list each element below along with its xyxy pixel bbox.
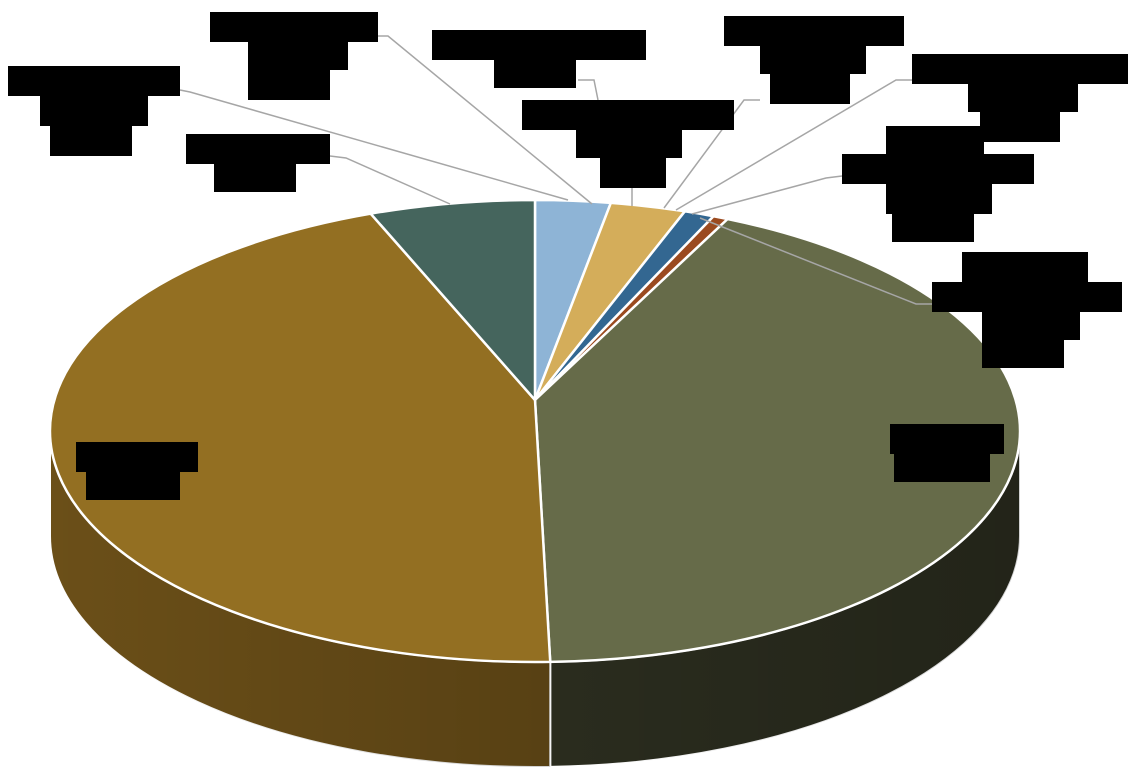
leader-line [179, 89, 569, 201]
redacted-label [432, 30, 646, 60]
redacted-label [600, 156, 666, 188]
redacted-label [40, 96, 148, 126]
redacted-label [982, 338, 1064, 368]
redacted-label [210, 12, 378, 42]
redacted-label [968, 82, 1078, 112]
redacted-label [892, 212, 974, 242]
pie-side-shade [50, 431, 551, 767]
pie-slice [533, 217, 1022, 664]
redacted-label [186, 134, 330, 164]
redacted-label [86, 470, 180, 500]
pie-side-shade [550, 431, 1020, 767]
leader-line [329, 155, 451, 205]
redacted-label [770, 72, 850, 104]
redacted-label [980, 110, 1060, 142]
redacted-label [50, 124, 132, 156]
redacted-label [248, 40, 348, 70]
leader-lines [179, 35, 932, 305]
pie-tops [48, 198, 1022, 664]
leader-line [675, 79, 912, 211]
leader-line [699, 217, 932, 305]
leader-line [578, 79, 599, 101]
pie-slice [369, 198, 537, 402]
redacted-label [522, 100, 734, 130]
pie-slice [48, 212, 552, 664]
redacted-label [886, 184, 992, 214]
leader-line [663, 99, 760, 209]
redacted-label [760, 44, 866, 74]
leader-line [691, 175, 843, 215]
redacted-label [912, 54, 1128, 84]
redacted-label [214, 162, 296, 192]
redacted-label [842, 154, 1034, 184]
redacted-label [248, 68, 330, 100]
redacted-label [494, 58, 576, 88]
redacted-label [576, 128, 682, 158]
redacted-label [76, 442, 198, 472]
leader-line [378, 35, 593, 205]
redacted-labels [8, 12, 1128, 500]
redacted-label [8, 66, 180, 96]
redacted-label [982, 310, 1080, 340]
redacted-label [890, 424, 1004, 454]
redacted-label [932, 282, 1122, 312]
redacted-label [886, 126, 984, 156]
pie-sides [49, 430, 1021, 768]
redacted-label [894, 452, 990, 482]
redacted-label [724, 16, 904, 46]
redacted-label [962, 252, 1088, 282]
